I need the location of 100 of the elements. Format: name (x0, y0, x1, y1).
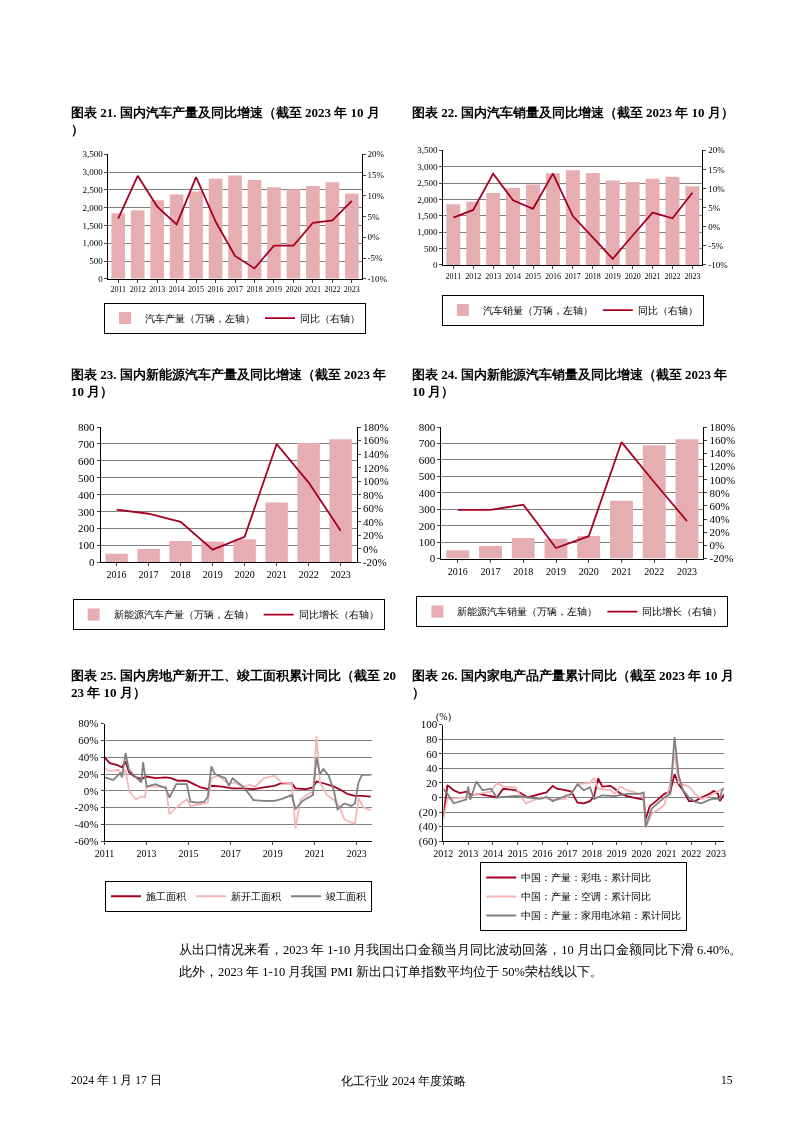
x-tick-label: 2014 (505, 271, 522, 281)
bar (169, 194, 184, 279)
y2-tick-label: 140% (362, 448, 389, 460)
x-tick-label: 2013 (458, 848, 479, 860)
legend-label: 同比增长（右轴） (298, 609, 379, 621)
y2-tick-label: 140% (709, 447, 736, 460)
bar (189, 191, 203, 279)
y2-tick-label: 100% (709, 473, 736, 486)
bar (247, 179, 262, 279)
x-tick-label: 2016 (447, 565, 468, 577)
bar (506, 187, 521, 265)
chart-title: 图表 26. 国内家电产品产量累计同比（截至 2023 年 10 月） (412, 668, 734, 700)
legend-label: 汽车销量（万辆，左轴） (482, 305, 593, 317)
x-tick-label: 2020 (578, 565, 599, 577)
y-tick-label: 60 (426, 747, 438, 760)
y-tick-label: 300 (77, 505, 95, 518)
x-tick-label: 2012 (433, 848, 454, 860)
y-tick-label: 300 (418, 503, 436, 516)
y-tick-label: 2,000 (82, 202, 104, 213)
legend-label: 中国：产量：彩电：累计同比 (521, 872, 652, 884)
x-tick-label: 2023 (705, 848, 726, 860)
x-tick-label: 2020 (234, 569, 255, 581)
legend-label: 汽车产量（万辆，左轴） (145, 312, 256, 324)
y-tick-label: 3,500 (82, 149, 104, 160)
bar (201, 541, 224, 563)
y2-tick-label: 5% (708, 202, 721, 213)
x-tick-label: 2019 (262, 848, 283, 860)
y2-tick-label: 10% (367, 190, 385, 201)
y-tick-label: 500 (77, 471, 95, 484)
y2-tick-label: 80% (362, 488, 384, 501)
x-tick-label: 2023 (684, 271, 701, 281)
y2-tick-label: 160% (709, 434, 736, 447)
y-tick-label: 200 (418, 519, 436, 532)
bar (511, 537, 535, 559)
y-tick-label: 1,500 (417, 210, 439, 221)
text: 从出口情况来看，2023 年 1-10 月我国出口金额当月同比波动回落，10 月出口金额同比下滑 6.40%。 (179, 943, 743, 957)
bar (325, 182, 340, 279)
bar (111, 213, 126, 279)
line-series (443, 773, 725, 821)
y-tick-label: 0% (83, 784, 99, 797)
x-tick-label: 2014 (482, 848, 503, 860)
x-tick-label: 2014 (168, 285, 185, 295)
x-tick-label: 2023 (676, 565, 697, 577)
y-tick-label: 500 (89, 256, 104, 267)
y2-tick-label: 20% (362, 529, 384, 542)
legend-label: 施工面积 (145, 891, 186, 903)
bar (105, 553, 128, 563)
y2-tick-label: 0% (708, 221, 721, 232)
y-tick-label: 800 (77, 420, 95, 433)
y2-tick-label: -20% (709, 552, 734, 565)
x-tick-label: 2012 (129, 285, 146, 295)
y-tick-label: 2,500 (417, 178, 439, 189)
legend-label: 同比（右轴） (637, 305, 698, 317)
x-tick-label: 2016 (532, 848, 553, 860)
y2-tick-label: 0% (709, 539, 725, 552)
x-tick-label: 2021 (304, 285, 321, 295)
legend-label: 竣工面积 (325, 891, 366, 903)
x-tick-label: 2018 (582, 848, 603, 860)
y-tick-label: (60) (418, 835, 438, 849)
x-tick-label: 2013 (136, 848, 157, 860)
x-tick-label: 2015 (525, 271, 542, 281)
bar (665, 176, 680, 265)
x-tick-label: 2018 (513, 565, 534, 577)
bar (642, 445, 666, 559)
bar (267, 187, 281, 279)
x-tick-label: 2016 (106, 569, 127, 581)
y-tick-label: 0 (88, 556, 95, 569)
bar (645, 178, 660, 265)
bar (306, 185, 320, 279)
y-tick-label: -40% (74, 818, 99, 831)
y2-tick-label: 5% (367, 211, 380, 222)
y2-tick-label: 100% (362, 475, 389, 488)
y-tick-label: 800 (418, 420, 436, 433)
line-series (443, 752, 725, 829)
y2-tick-label: 40% (709, 512, 730, 525)
y-tick-label: 3,000 (82, 167, 104, 178)
chart-title: 图表 22. 国内汽车销量及同比增速（截至 2023 年 10 月） (412, 105, 734, 120)
x-tick-label: 2019 (265, 285, 282, 295)
y2-tick-label: 15% (367, 170, 385, 181)
x-tick-label: 2022 (681, 848, 702, 860)
text: 化工行业 2024 年度策略 (341, 1074, 466, 1087)
bar (577, 536, 601, 559)
x-tick-label: 2019 (546, 565, 566, 577)
y-tick-label: 600 (77, 454, 95, 467)
legend-label: 中国：产量：空调：累计同比 (521, 891, 652, 903)
y2-tick-label: 120% (362, 461, 389, 474)
x-tick-label: 2018 (170, 569, 191, 581)
bar (297, 442, 320, 563)
bar (329, 439, 352, 563)
y-tick-label: 40% (78, 751, 99, 764)
x-tick-label: 2021 (644, 271, 661, 281)
x-tick-label: 2021 (611, 565, 632, 577)
line-series (452, 172, 694, 260)
y-tick-label: 400 (77, 488, 95, 501)
y2-tick-label: -10% (708, 260, 729, 271)
x-tick-label: 2011 (445, 271, 462, 281)
y-tick-label: 20% (78, 767, 99, 780)
legend-label: 同比（右轴） (300, 312, 361, 324)
x-tick-label: 2020 (631, 848, 652, 860)
x-tick-label: 2022 (324, 285, 341, 295)
